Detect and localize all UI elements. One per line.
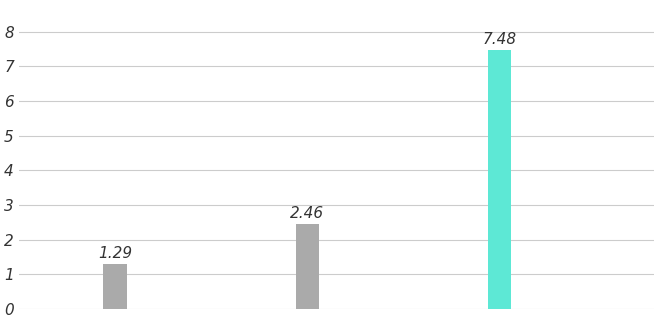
- Text: 2.46: 2.46: [290, 206, 324, 221]
- Text: 7.48: 7.48: [483, 32, 517, 47]
- Bar: [296, 224, 319, 309]
- Bar: [103, 264, 126, 309]
- Bar: [488, 50, 511, 309]
- Text: 1.29: 1.29: [98, 246, 132, 261]
